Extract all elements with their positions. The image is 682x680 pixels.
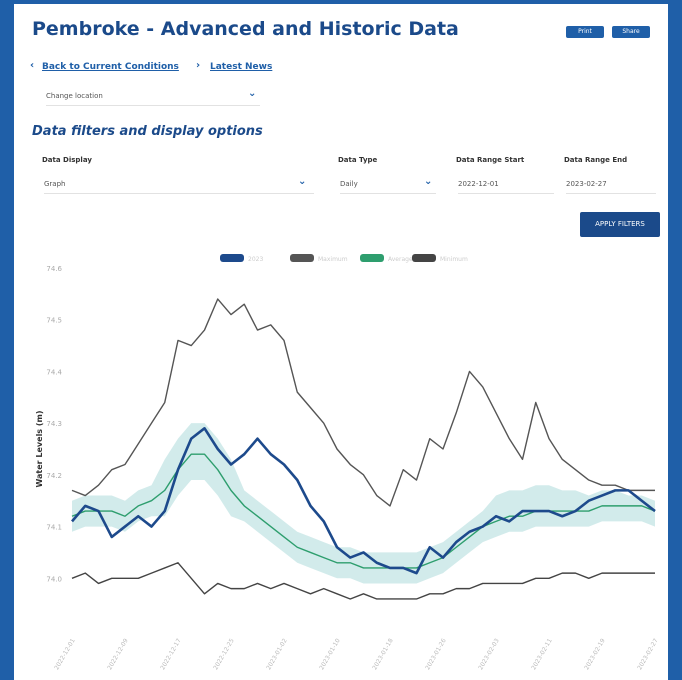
field-label: Data Type (338, 156, 378, 164)
field-value[interactable]: Graph (44, 180, 314, 194)
legend-label: Minimum (440, 256, 468, 263)
legend-swatch (360, 254, 384, 262)
field-value[interactable]: 2022-12-01 (458, 180, 554, 194)
x-tick-label: 2023-02-03 (477, 637, 501, 671)
field-label: Data Display (42, 156, 92, 164)
section-heading: Data filters and display options (32, 124, 263, 139)
dropdown-arrow: ⌄ (298, 176, 307, 187)
location-select[interactable]: Change location (46, 92, 260, 106)
y-tick-label: 74.4 (46, 368, 62, 376)
apply-button[interactable]: APPLY FILTERS (580, 212, 660, 237)
field-value[interactable]: Daily (340, 180, 436, 194)
y-tick-label: 74.2 (46, 472, 62, 480)
x-tick-label: 2023-02-19 (583, 637, 607, 671)
range-band (72, 423, 655, 584)
legend-swatch (290, 254, 314, 262)
dropdown-arrow: ⌄ (248, 88, 257, 99)
chevron: ‹ (30, 60, 35, 71)
x-tick-label: 2022-12-01 (53, 637, 77, 671)
x-tick-label: 2022-12-17 (159, 637, 183, 671)
x-tick-label: 2022-12-25 (212, 637, 236, 671)
x-tick-label: 2022-12-09 (106, 637, 130, 671)
x-tick-label: 2023-01-26 (424, 637, 448, 671)
y-axis-label: Water Levels (m) (35, 410, 44, 487)
x-tick-label: 2023-01-18 (371, 637, 395, 671)
legend-label: Average (388, 256, 413, 263)
header-button[interactable]: Share (612, 26, 650, 38)
page-title: Pembroke - Advanced and Historic Data (32, 18, 459, 40)
field-label: Data Range Start (456, 156, 525, 164)
y-tick-label: 74.1 (46, 524, 62, 532)
x-tick-label: 2023-01-02 (265, 637, 289, 671)
legend-label: 2023 (248, 256, 263, 263)
header-button[interactable]: Print (566, 26, 604, 38)
y-tick-label: 74.3 (46, 420, 62, 428)
panel: Pembroke - Advanced and Historic Data Pr… (14, 4, 668, 680)
series-line (71, 427, 656, 575)
field-label: Data Range End (564, 156, 628, 164)
y-tick-label: 74.6 (46, 265, 62, 273)
news-link[interactable]: Latest News (210, 62, 273, 72)
legend-label: Maximum (318, 256, 348, 263)
series-line (71, 298, 655, 507)
y-tick-label: 74.5 (46, 317, 62, 325)
y-tick-label: 74.0 (46, 575, 62, 583)
legend-swatch (412, 254, 436, 262)
dropdown-arrow: ⌄ (424, 176, 433, 187)
chart: 74.0 74.1 74.2 74.3 74.4 74.5 74.6 Water Levels… (35, 254, 660, 671)
series-line (71, 562, 655, 600)
chevron: › (196, 60, 201, 71)
x-tick-label: 2023-02-27 (636, 637, 660, 671)
series-line (71, 453, 656, 569)
legend-swatch (220, 254, 244, 262)
field-value[interactable]: 2023-02-27 (566, 180, 656, 194)
back-link[interactable]: Back to Current Conditions (42, 62, 179, 72)
x-tick-label: 2023-01-10 (318, 637, 342, 671)
x-tick-label: 2023-02-11 (530, 637, 554, 671)
